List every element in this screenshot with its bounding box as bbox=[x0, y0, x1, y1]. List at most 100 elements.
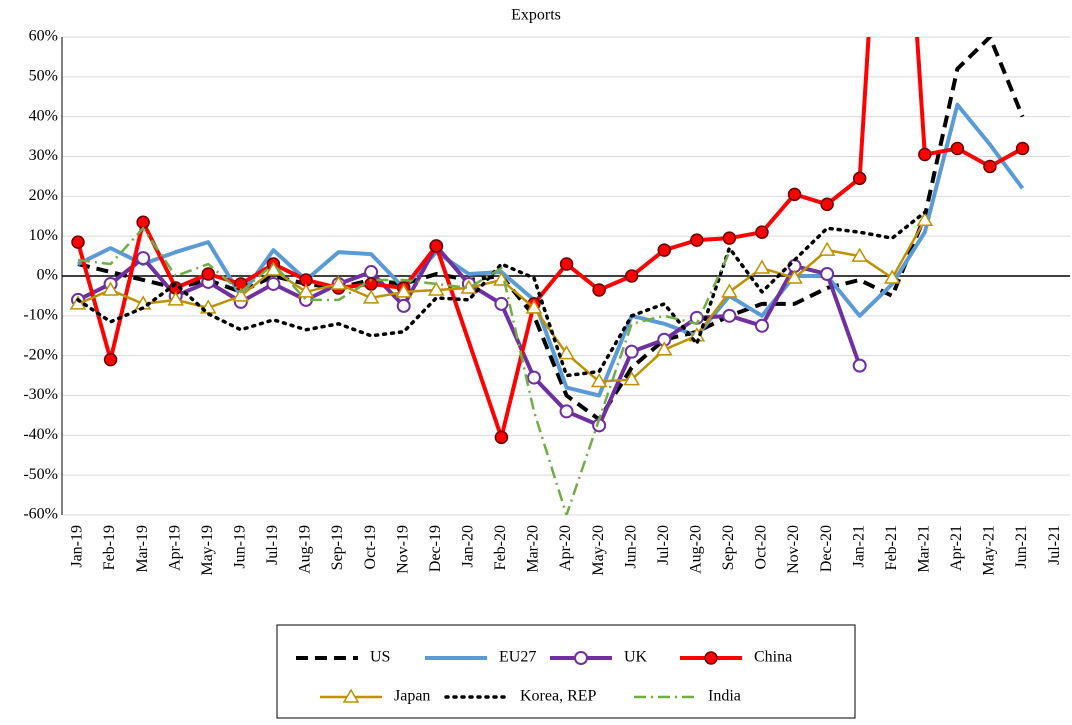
x-tick-label: Dec-19 bbox=[427, 525, 444, 572]
x-tick-label: Feb-20 bbox=[492, 525, 509, 570]
chart-title: Exports bbox=[511, 7, 561, 24]
marker bbox=[787, 187, 802, 202]
series-line bbox=[77, 102, 1025, 398]
y-tick-label: -10% bbox=[23, 307, 58, 324]
marker bbox=[704, 651, 718, 665]
marker bbox=[950, 141, 965, 156]
marker bbox=[525, 299, 543, 314]
series-lines bbox=[69, 37, 1030, 515]
series-line bbox=[77, 226, 731, 515]
marker bbox=[429, 239, 444, 253]
marker bbox=[624, 269, 639, 283]
y-tick-label: -20% bbox=[23, 346, 58, 363]
marker bbox=[722, 308, 737, 323]
marker bbox=[526, 370, 541, 385]
x-tick-label: Jul-19 bbox=[264, 525, 281, 565]
marker bbox=[818, 241, 836, 256]
grid bbox=[61, 36, 1070, 516]
marker bbox=[916, 211, 934, 226]
y-tick-label: 20% bbox=[29, 187, 58, 204]
x-tick-label: Jan-20 bbox=[460, 525, 477, 568]
marker bbox=[136, 215, 150, 229]
y-tick-label: -40% bbox=[23, 426, 58, 443]
marker bbox=[494, 430, 509, 445]
marker bbox=[657, 243, 672, 257]
x-tick-label: Jun-21 bbox=[1013, 525, 1030, 569]
legend-box bbox=[276, 624, 856, 719]
y-tick-label: 30% bbox=[29, 147, 58, 164]
marker bbox=[266, 276, 281, 291]
marker bbox=[786, 269, 803, 284]
marker bbox=[883, 269, 901, 284]
marker bbox=[395, 283, 413, 298]
y-tick-label: 0% bbox=[37, 267, 58, 284]
marker bbox=[983, 159, 997, 174]
marker bbox=[592, 283, 606, 297]
y-tick-label: 50% bbox=[29, 68, 58, 85]
marker bbox=[918, 147, 932, 162]
marker bbox=[722, 231, 737, 245]
marker bbox=[396, 298, 411, 313]
x-tick-label: Jan-21 bbox=[850, 525, 867, 568]
x-tick-label: May-20 bbox=[590, 525, 607, 576]
legend-label: India bbox=[708, 688, 741, 705]
marker bbox=[69, 295, 87, 310]
marker bbox=[559, 404, 574, 419]
marker bbox=[330, 275, 347, 290]
y-tick-label: 40% bbox=[29, 107, 58, 124]
x-tick-label: Aug-19 bbox=[297, 525, 314, 574]
x-tick-label: Jun-19 bbox=[232, 525, 249, 569]
marker bbox=[655, 341, 673, 356]
marker bbox=[494, 296, 509, 311]
y-tick-label: -30% bbox=[23, 386, 58, 403]
x-tick-label: Jun-20 bbox=[622, 525, 639, 569]
x-tick-label: Jul-20 bbox=[655, 525, 672, 565]
marker bbox=[71, 235, 85, 249]
marker bbox=[136, 251, 151, 266]
x-tick-label: Mar-21 bbox=[915, 525, 932, 573]
marker bbox=[755, 225, 769, 239]
y-tick-label: 60% bbox=[29, 28, 58, 45]
marker bbox=[103, 352, 118, 367]
marker bbox=[851, 247, 868, 262]
x-tick-label: Aug-20 bbox=[688, 525, 705, 574]
y-tick-label: -60% bbox=[23, 506, 58, 523]
x-tick-label: Oct-20 bbox=[753, 525, 770, 569]
marker bbox=[342, 688, 360, 703]
marker bbox=[427, 281, 445, 296]
series-line bbox=[76, 37, 1024, 440]
marker bbox=[297, 283, 315, 298]
x-tick-label: Apr-21 bbox=[948, 525, 965, 571]
series-line bbox=[77, 37, 1025, 422]
marker bbox=[852, 171, 867, 186]
marker bbox=[364, 265, 379, 280]
marker bbox=[102, 281, 119, 296]
x-tick-label: Apr-20 bbox=[557, 525, 574, 571]
x-tick-label: Feb-19 bbox=[101, 525, 118, 570]
marker bbox=[820, 267, 835, 282]
series-line bbox=[76, 210, 927, 378]
x-tick-label: Nov-19 bbox=[394, 525, 411, 574]
legend-label: Korea, REP bbox=[520, 688, 597, 705]
x-tick-label: Jul-21 bbox=[1046, 525, 1063, 565]
legend-label: US bbox=[370, 649, 390, 666]
y-tick-label: 10% bbox=[29, 227, 58, 244]
x-tick-label: Feb-21 bbox=[883, 525, 900, 570]
legend-label: China bbox=[754, 649, 792, 666]
marker bbox=[852, 358, 867, 373]
x-tick-label: Sep-19 bbox=[329, 525, 346, 570]
legend-label: EU27 bbox=[499, 649, 536, 666]
marker bbox=[590, 373, 608, 388]
labels: -60% -50% -40% -30% -20% -10% 0% 10% 20% 30% 40% 50… bbox=[23, 28, 1062, 705]
x-tick-label: Oct-19 bbox=[362, 525, 379, 569]
marker bbox=[362, 289, 380, 304]
marker bbox=[690, 233, 704, 247]
marker bbox=[753, 259, 771, 274]
x-tick-label: Mar-19 bbox=[134, 525, 151, 573]
x-tick-label: Apr-19 bbox=[166, 525, 183, 571]
marker bbox=[232, 287, 250, 302]
marker bbox=[1015, 141, 1030, 156]
legend-label: UK bbox=[624, 649, 648, 666]
marker bbox=[201, 267, 216, 281]
